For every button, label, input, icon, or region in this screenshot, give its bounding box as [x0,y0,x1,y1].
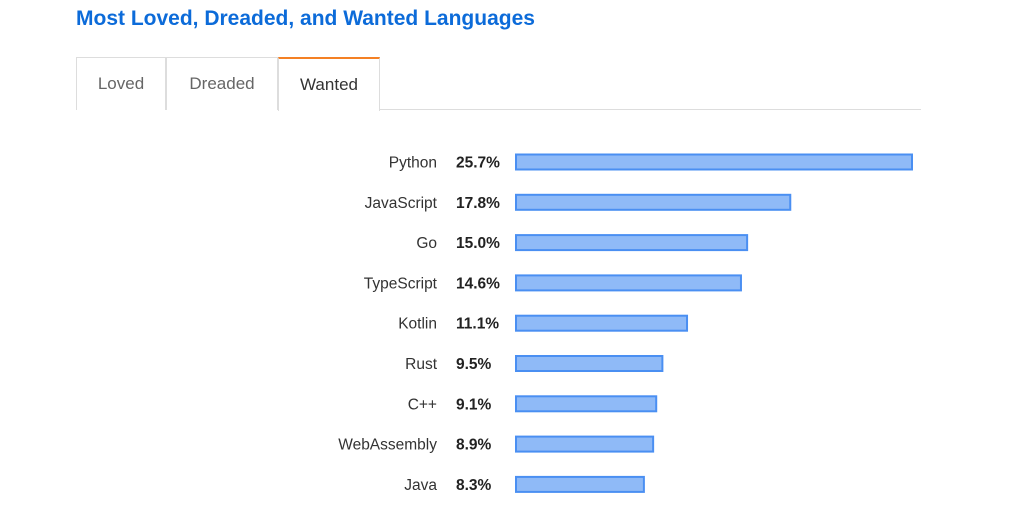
value-label-webassembly: 8.9% [456,437,492,454]
bar-cpp [515,395,658,413]
bar-javascript [515,193,792,211]
tab-loved[interactable]: Loved [76,57,166,110]
category-label-webassembly: WebAssembly [338,437,437,454]
value-label-javascript: 17.8% [456,195,500,212]
tab-dreaded[interactable]: Dreaded [166,57,278,110]
value-label-cpp: 9.1% [456,396,492,413]
category-label-python: Python [389,155,437,172]
value-label-rust: 9.5% [456,356,492,373]
tab-wanted[interactable]: Wanted [278,57,380,111]
bar-python [515,153,913,171]
bar-kotlin [515,314,689,332]
bar-typescript [515,274,742,292]
value-label-java: 8.3% [456,477,492,494]
value-label-kotlin: 11.1% [456,316,499,333]
wanted-languages-bar-chart: Python 25.7% JavaScript 17.8% Go 15.0% TypeScr… [338,153,913,494]
category-label-cpp: C++ [408,396,437,413]
value-label-go: 15.0% [456,235,500,252]
value-label-typescript: 14.6% [456,275,500,292]
page-title: Most Loved, Dreaded, and Wanted Language… [76,7,535,30]
bar-java [515,475,645,493]
category-label-typescript: TypeScript [364,275,438,292]
category-label-kotlin: Kotlin [398,316,437,333]
category-label-javascript: JavaScript [365,195,438,212]
category-label-rust: Rust [405,356,438,373]
value-label-python: 25.7% [456,155,500,172]
bar-webassembly [515,435,655,453]
category-label-go: Go [416,235,437,252]
category-label-java: Java [404,477,437,494]
bar-rust [515,355,664,372]
tab-bar: Loved Dreaded Wanted [76,57,921,111]
bar-go [515,234,749,252]
